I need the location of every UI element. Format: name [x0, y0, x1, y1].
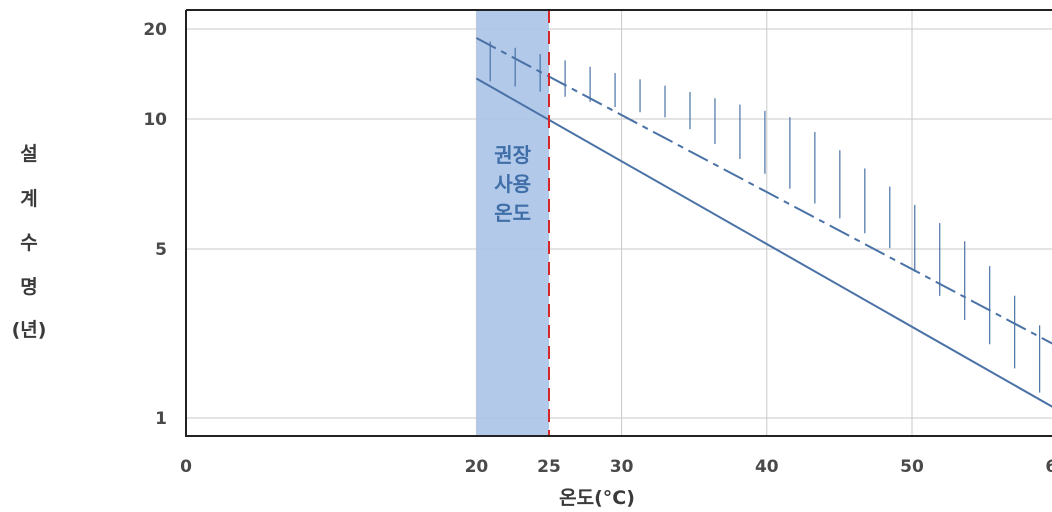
y-tick-label: 10 [143, 110, 167, 130]
band-label-line: 권장 [494, 143, 531, 167]
y-axis-title-char: 명 [20, 276, 37, 298]
y-axis-title-char: (년) [12, 319, 47, 341]
plot-axes [185, 9, 1052, 437]
x-tick-label: 0 [180, 457, 192, 477]
y-tick-labels: 1 5 10 20 [143, 20, 167, 429]
x-tick-label: 40 [755, 457, 779, 477]
grid-lines [186, 10, 1052, 436]
y-tick-label: 20 [143, 20, 167, 40]
lower-lifetime-line [475, 77, 1052, 408]
x-tick-label: 30 [610, 457, 634, 477]
y-axis-title-char: 수 [20, 232, 37, 254]
x-tick-label: 60 [1045, 457, 1052, 477]
lifetime-range-hatch [489, 41, 1041, 393]
upper-lifetime-line [475, 37, 1052, 345]
y-axis-title-char: 설 [20, 143, 37, 165]
y-axis-title-char: 계 [20, 188, 37, 210]
band-label-line: 사용 [494, 172, 531, 196]
x-tick-label: 50 [900, 457, 924, 477]
x-tick-labels: 0 20 25 30 40 50 60 [180, 457, 1052, 477]
recommended-temp-band [476, 10, 549, 436]
x-tick-label: 20 [465, 457, 489, 477]
y-tick-label: 1 [155, 409, 167, 429]
y-tick-label: 5 [155, 240, 167, 260]
x-axis-title: 온도(°C) [559, 487, 635, 509]
band-label-line: 온도 [494, 201, 531, 225]
x-tick-label: 25 [537, 457, 561, 477]
